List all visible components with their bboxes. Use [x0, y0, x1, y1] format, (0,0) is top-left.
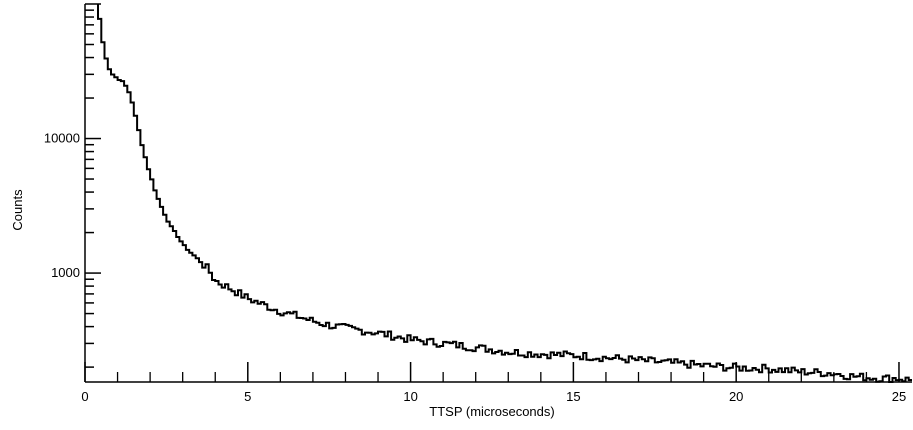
- x-tick-label: 15: [566, 389, 580, 404]
- y-tick-label: 1000: [51, 265, 80, 280]
- x-axis-label: TTSP (microseconds): [429, 404, 554, 419]
- y-tick-label: 10000: [44, 131, 80, 146]
- tick-labels: 0 5 10 15 20 25 1000 10000: [44, 131, 906, 404]
- x-tick-label: 20: [729, 389, 743, 404]
- y-axis-label: Counts: [10, 189, 25, 231]
- x-tick-label: 0: [81, 389, 88, 404]
- x-tick-label: 10: [403, 389, 417, 404]
- x-tick-label: 25: [892, 389, 906, 404]
- x-tick-label: 5: [244, 389, 251, 404]
- histogram-step-line: [97, 4, 912, 383]
- series-group: [97, 4, 912, 383]
- axes: [84, 4, 912, 383]
- axis-ticks: [84, 3, 900, 382]
